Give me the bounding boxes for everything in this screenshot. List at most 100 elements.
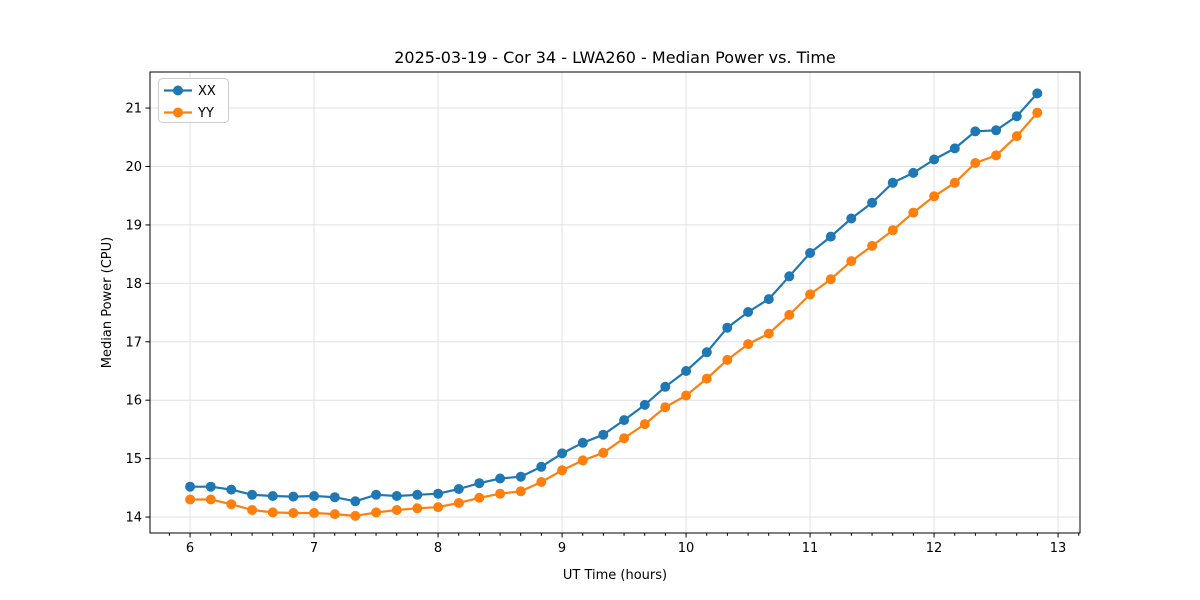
data-point-xx (619, 415, 630, 426)
data-point-yy (226, 499, 237, 510)
data-point-yy (329, 509, 340, 520)
x-tick-label: 11 (802, 541, 819, 556)
y-tick-label: 21 (125, 102, 142, 117)
data-point-yy (660, 402, 671, 413)
data-point-xx (681, 366, 692, 376)
data-point-xx (825, 231, 836, 242)
chart-title: 2025-03-19 - Cor 34 - LWA260 - Median Po… (394, 48, 836, 67)
y-tick-label: 20 (125, 160, 142, 175)
series-line-xx (190, 92, 1039, 503)
data-point-yy (949, 177, 960, 188)
data-point-xx (495, 473, 506, 484)
data-point-xx (474, 478, 485, 489)
data-point-yy (681, 390, 692, 401)
x-tick-label: 13 (1050, 541, 1067, 556)
data-point-xx (660, 381, 671, 392)
data-point-xx (701, 347, 712, 358)
y-tick-label: 16 (125, 394, 142, 409)
data-point-yy (247, 505, 258, 515)
data-point-yy (267, 507, 278, 518)
data-point-yy (867, 240, 878, 251)
series-layer (185, 88, 1043, 521)
data-point-xx (722, 322, 733, 333)
data-point-xx (991, 125, 1002, 136)
data-point-yy (722, 354, 733, 365)
data-point-yy (1032, 107, 1043, 118)
data-point-yy (763, 328, 774, 339)
data-point-yy (474, 492, 485, 503)
data-point-yy (991, 150, 1002, 161)
data-point-yy (205, 494, 216, 505)
data-point-xx (1011, 111, 1022, 122)
data-point-xx (949, 143, 960, 154)
x-tick-label: 6 (186, 541, 194, 556)
data-point-xx (205, 481, 216, 492)
x-axis-label: UT Time (hours) (563, 568, 667, 583)
data-point-yy (495, 488, 506, 499)
data-point-yy (929, 191, 940, 202)
data-point-yy (908, 207, 919, 218)
data-point-xx (784, 271, 795, 282)
data-point-yy (309, 508, 320, 518)
data-point-xx (929, 154, 940, 165)
data-point-yy (536, 477, 547, 487)
y-tick-label: 15 (125, 452, 142, 467)
data-point-xx (577, 437, 588, 448)
data-point-xx (247, 489, 258, 500)
data-point-xx (763, 294, 774, 305)
data-point-yy (412, 503, 423, 514)
data-point-xx (371, 489, 382, 500)
data-point-yy (743, 339, 754, 350)
data-point-yy (639, 419, 650, 430)
legend-sample-marker-yy (173, 107, 183, 118)
data-point-xx (267, 491, 278, 501)
data-point-yy (784, 309, 795, 320)
data-point-xx (412, 489, 423, 500)
legend-sample-marker-xx (173, 85, 183, 96)
y-tick-label: 18 (125, 277, 142, 292)
data-point-xx (226, 484, 237, 495)
data-point-yy (515, 486, 526, 497)
data-point-xx (309, 491, 320, 501)
data-point-xx (185, 481, 196, 492)
data-point-yy (619, 433, 630, 444)
legend-box (158, 78, 229, 123)
data-point-yy (288, 508, 299, 518)
data-point-yy (433, 502, 444, 513)
x-tick-label: 12 (926, 541, 943, 556)
x-tick-label: 9 (558, 541, 566, 556)
data-point-yy (371, 507, 382, 518)
data-point-xx (453, 484, 464, 494)
y-tick-label: 19 (125, 218, 142, 233)
plot-border (149, 71, 1081, 534)
data-point-xx (536, 461, 547, 472)
data-point-yy (598, 447, 609, 458)
y-tick-label: 14 (125, 511, 142, 526)
data-point-yy (453, 498, 464, 508)
data-point-xx (557, 448, 568, 459)
data-point-xx (867, 197, 878, 208)
data-point-xx (515, 471, 526, 482)
data-point-xx (433, 488, 444, 499)
data-point-xx (970, 126, 981, 137)
data-point-xx (1032, 88, 1043, 99)
data-point-xx (908, 167, 919, 178)
y-tick-label: 17 (125, 335, 142, 350)
data-point-yy (887, 225, 898, 236)
legend-label-xx: XX (198, 84, 216, 99)
data-point-xx (639, 399, 650, 410)
data-point-yy (557, 465, 568, 476)
data-point-yy (1011, 131, 1022, 142)
data-point-yy (701, 373, 712, 384)
grid-layer (150, 72, 1080, 533)
data-point-xx (329, 492, 340, 503)
data-point-xx (598, 429, 609, 440)
x-tick-label: 10 (678, 541, 695, 556)
y-axis-label: Median Power (CPU) (100, 237, 115, 368)
data-point-xx (350, 496, 361, 507)
data-point-yy (970, 158, 981, 168)
legend-label-yy: YY (197, 106, 214, 121)
data-point-yy (391, 505, 402, 515)
